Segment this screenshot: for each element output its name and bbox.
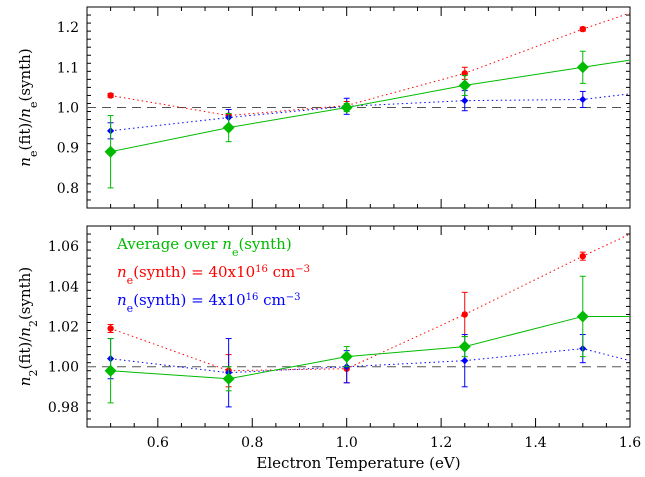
legend-text-part: e: [127, 274, 134, 287]
y-label-arg: (synth): [16, 267, 34, 320]
y-label-sub: 2: [27, 320, 40, 327]
x-tick-label: 0.6: [147, 435, 169, 451]
legend-entry-1: ne(synth) = 40x1016 cm−3: [117, 263, 310, 287]
legend-text-part: (synth) = 4x10: [133, 291, 245, 309]
y-label-arg: (synth): [16, 48, 34, 101]
y-tick-label: 0.98: [48, 400, 79, 416]
y-tick-label: 1.04: [48, 279, 79, 295]
legend-text-part: 16: [246, 292, 259, 303]
data-point: [461, 97, 469, 105]
y-tick-label: 1.1: [57, 60, 79, 76]
legend-text-part: 16: [255, 264, 268, 275]
y-tick-label: 1.00: [48, 360, 79, 376]
y-label-arg: (fit)/: [16, 117, 34, 151]
data-point: [340, 350, 353, 363]
data-point: [222, 121, 235, 134]
data-point: [458, 79, 471, 92]
x-tick-label: 1.0: [336, 435, 358, 451]
series-line: [110, 315, 630, 380]
y-label-var: n: [16, 377, 34, 387]
y-label-var: n: [16, 157, 34, 167]
series-line: [110, 348, 630, 374]
y-axis-label: n2(fit)/n2(synth): [16, 267, 40, 386]
legend-text-part: e: [127, 302, 134, 315]
y-label-sub: e: [27, 151, 40, 158]
y-tick-label: 0.9: [57, 141, 79, 157]
y-label-var: n: [16, 108, 34, 118]
y-label-sub: e: [27, 102, 40, 109]
data-point: [104, 364, 117, 377]
y-axis-label: ne(fit)/ne(synth): [16, 48, 40, 166]
series-line: [110, 233, 630, 372]
data-point: [576, 61, 589, 74]
legend-text-part: Average over: [116, 235, 222, 253]
data-point: [222, 372, 235, 385]
series-line: [110, 59, 630, 153]
series-2: [104, 275, 630, 404]
y-label-arg: (fit)/: [16, 336, 34, 370]
y-label-sub: 2: [27, 370, 40, 377]
series-line: [110, 93, 630, 132]
x-tick-label: 1.4: [524, 435, 546, 451]
legend-text-part: cm: [268, 263, 295, 281]
legend-entry-2: ne(synth) = 4x1016 cm−3: [117, 291, 301, 315]
legend-text-part: −3: [295, 264, 310, 275]
x-tick-label: 1.6: [619, 435, 641, 451]
data-point: [579, 95, 587, 104]
plot-frame: [86, 225, 631, 428]
x-tick-label: 1.2: [430, 435, 452, 451]
series-1: [107, 334, 630, 408]
series-1: [107, 90, 630, 140]
y-tick-label: 0.8: [57, 181, 79, 197]
series-0: [107, 233, 630, 388]
data-point: [579, 25, 586, 33]
legend-text-part: (synth): [238, 235, 291, 253]
data-point: [340, 101, 353, 114]
bottom-panel: 0.981.001.021.041.060.6 0.8 1.0 1.2 1.4 1.6n2…: [16, 225, 641, 472]
y-tick-label: 1.2: [57, 20, 79, 36]
legend-text-part: (synth) = 40x10: [133, 263, 255, 281]
data-point: [579, 252, 586, 260]
top-panel: 0.80.91.01.11.2ne(fit)/ne(synth): [16, 6, 631, 209]
series-2: [104, 50, 630, 189]
legend-text-part: −3: [286, 292, 301, 303]
legend-text-part: cm: [258, 291, 285, 309]
series-line: [110, 12, 630, 117]
x-tick-label: 0.8: [241, 435, 263, 451]
y-tick-label: 1.06: [48, 239, 79, 255]
legend-text-part: e: [232, 246, 239, 259]
x-axis-label: Electron Temperature (eV): [256, 454, 460, 472]
data-point: [458, 340, 471, 353]
data-point: [461, 311, 468, 318]
data-point: [461, 357, 469, 365]
y-tick-label: 1.0: [57, 101, 79, 117]
y-label-var: n: [16, 327, 34, 337]
data-point: [107, 92, 114, 99]
data-point: [107, 325, 114, 332]
legend-text-part: n: [117, 263, 127, 281]
legend-entry-0: Average over ne(synth): [116, 235, 292, 259]
y-tick-label: 1.02: [48, 320, 79, 336]
data-point: [576, 310, 589, 323]
data-point: [104, 145, 117, 158]
legend-text-part: n: [117, 291, 127, 309]
legend-text-part: n: [222, 235, 232, 253]
